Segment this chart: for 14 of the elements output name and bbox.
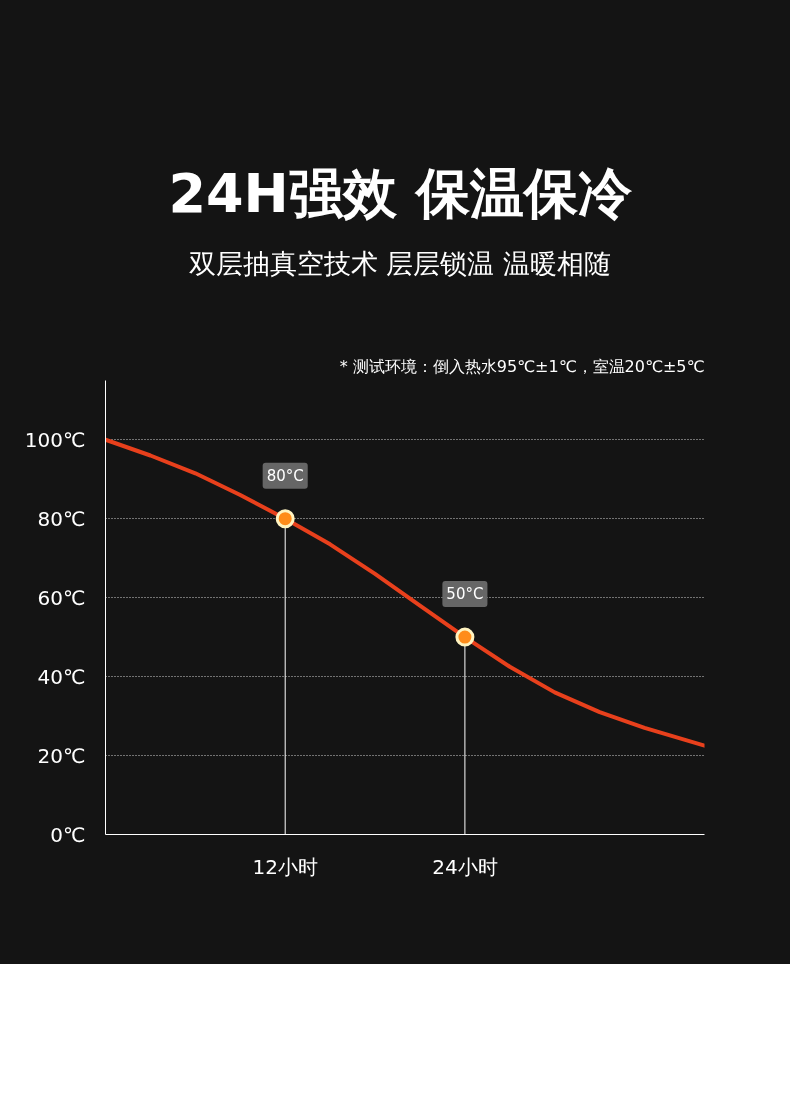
text: * 测试环境：倒入热水95℃±1℃，室温20℃±5℃ — [339, 356, 705, 376]
y-tick-label: 80℃ — [37, 506, 86, 531]
chart-title: 24H强效 保温保冷 — [168, 161, 632, 227]
y-tick-label: 20℃ — [37, 743, 86, 768]
x-tick-label: 12小时 — [252, 854, 318, 879]
y-tick-label: 0℃ — [50, 822, 86, 847]
y-tick-label: 60℃ — [37, 585, 86, 610]
annotation: 50°C — [446, 585, 484, 604]
line-series — [105, 437, 705, 748]
x-tick-label: 24小时 — [432, 854, 498, 879]
chart-subtitle: 双层抽真空技术 层层锁温 温暖相随 — [188, 247, 612, 281]
annotation: 80°C — [266, 466, 304, 485]
y-tick-label: 100℃ — [24, 427, 86, 452]
y-tick-label: 40℃ — [37, 664, 86, 689]
